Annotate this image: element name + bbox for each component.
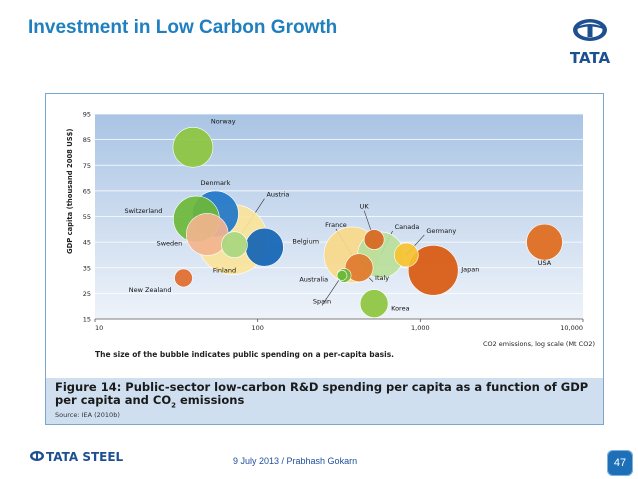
bubble-belgium xyxy=(245,227,284,267)
bubble-japan xyxy=(407,245,459,296)
x-tick-label: 10,000 xyxy=(560,324,583,332)
bubble-size-note: The size of the bubble indicates public … xyxy=(95,350,394,359)
label-sweden: Sweden xyxy=(157,239,183,247)
figure-frame: 15 25 35 45 55 65 75 85 95 10 100 1,000 10,000 Norw… xyxy=(45,93,604,425)
y-tick-label: 15 xyxy=(83,316,91,324)
label-japan: Japan xyxy=(460,265,479,273)
x-tick-label: 10 xyxy=(95,324,103,332)
bubble-norway xyxy=(172,127,214,168)
y-axis-label: GDP capita (thousand 2008 US$) xyxy=(66,128,74,254)
footer-date-author: 9 July 2013 / Prabhash Gokarn xyxy=(233,456,358,466)
bubble-germany xyxy=(394,242,419,268)
bubble-korea xyxy=(359,289,389,318)
label-uk: UK xyxy=(360,203,370,211)
x-axis-label: CO2 emissions, log scale (Mt CO2) xyxy=(483,340,595,348)
slide-title: Investment in Low Carbon Growth xyxy=(28,17,338,38)
label-korea: Korea xyxy=(391,305,409,313)
x-tick-label: 100 xyxy=(251,324,263,332)
figure-source: Source: IEA (2010b) xyxy=(55,411,120,419)
tata-logo: TATA xyxy=(570,19,611,66)
bubble-chart: 15 25 35 45 55 65 75 85 95 10 100 1,000 10,000 Norw… xyxy=(66,111,595,360)
y-tick-label: 85 xyxy=(83,136,91,144)
y-tick-label: 25 xyxy=(83,290,91,298)
figure-caption: Figure 14: Public-sector low-carbon R&D … xyxy=(55,380,589,410)
x-tick-labels: 10 100 1,000 10,000 xyxy=(94,319,584,332)
label-australia: Australia xyxy=(299,275,328,283)
y-tick-label: 45 xyxy=(83,239,91,247)
y-tick-label: 65 xyxy=(83,187,91,195)
label-canada: Canada xyxy=(395,223,420,231)
y-tick-labels: 15 25 35 45 55 65 75 85 95 xyxy=(83,111,91,324)
x-tick-label: 1,000 xyxy=(411,324,430,332)
label-usa: USA xyxy=(538,259,552,267)
bubble-new-zealand xyxy=(174,268,193,288)
footer-brand-text: TATA STEEL xyxy=(46,450,124,464)
label-germany: Germany xyxy=(426,227,456,235)
bubbles xyxy=(172,127,563,318)
tata-steel-logo: TATA STEEL xyxy=(30,450,124,464)
label-switzerland: Switzerland xyxy=(124,207,162,215)
bubble-labels: Norway Denmark Switzerland Sweden Finland Aus… xyxy=(124,117,551,312)
leader-line xyxy=(321,275,343,306)
label-italy: Italy xyxy=(375,274,389,282)
y-tick-label: 35 xyxy=(83,264,91,272)
bubble-spain xyxy=(336,270,348,281)
bubble-usa xyxy=(526,223,563,261)
label-norway: Norway xyxy=(211,117,236,125)
bubble-austria xyxy=(221,231,248,258)
label-france: France xyxy=(325,221,347,229)
label-finland: Finland xyxy=(213,267,236,275)
bubble-italy xyxy=(344,253,374,283)
label-belgium: Belgium xyxy=(292,237,319,245)
tata-logo-text: TATA xyxy=(570,49,611,66)
y-tick-label: 55 xyxy=(83,213,91,221)
label-spain: Spain xyxy=(313,297,331,305)
label-new-zealand: New Zealand xyxy=(129,286,172,294)
page-number-badge: 47 xyxy=(607,450,633,476)
label-austria: Austria xyxy=(266,191,289,199)
y-tick-label: 75 xyxy=(83,162,91,170)
label-denmark: Denmark xyxy=(200,179,230,187)
bubble-uk xyxy=(363,229,385,250)
figure-caption-band: Figure 14: Public-sector low-carbon R&D … xyxy=(46,378,603,424)
y-tick-label: 95 xyxy=(83,111,91,119)
